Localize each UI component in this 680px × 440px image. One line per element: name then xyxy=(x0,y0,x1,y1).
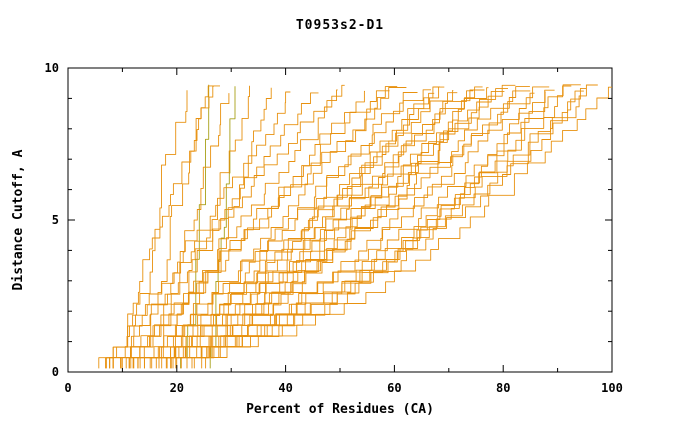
y-tick-label: 0 xyxy=(52,365,59,379)
model-curve xyxy=(205,86,530,369)
model-curve xyxy=(112,89,338,369)
model-curve xyxy=(143,90,584,369)
model-curve xyxy=(109,84,581,369)
model-curve xyxy=(191,84,516,369)
model-curve xyxy=(176,90,531,369)
x-tick-label: 20 xyxy=(170,381,184,395)
x-tick-label: 80 xyxy=(496,381,510,395)
chart-title: T0953s2-D1 xyxy=(296,18,384,33)
model-curve xyxy=(132,86,440,369)
model-curve xyxy=(98,89,555,369)
model-curve xyxy=(180,90,505,369)
model-curve xyxy=(105,91,291,369)
model-curve xyxy=(105,92,319,369)
model-curve xyxy=(180,84,210,369)
x-tick-label: 60 xyxy=(387,381,401,395)
model-curve xyxy=(209,86,236,369)
model-curve xyxy=(144,89,431,369)
model-curve xyxy=(121,85,220,369)
axis-ticks: 0 20 40 60 80 100 0 5 10 xyxy=(45,61,623,395)
model-curve xyxy=(155,89,485,369)
model-curve xyxy=(172,86,483,369)
model-curve xyxy=(170,88,508,369)
model-curve xyxy=(120,84,598,369)
model-curve xyxy=(128,90,188,369)
x-tick-label: 0 xyxy=(64,381,71,395)
x-axis-label: Percent of Residues (CA) xyxy=(246,402,434,417)
x-tick-label: 100 xyxy=(601,381,623,395)
model-curve xyxy=(133,87,407,369)
model-curve xyxy=(129,90,390,369)
y-tick-label: 10 xyxy=(45,61,59,75)
model-curve xyxy=(175,87,272,369)
x-tick-label: 40 xyxy=(278,381,292,395)
model-curve xyxy=(137,92,418,369)
model-curve xyxy=(120,84,345,369)
model-curve xyxy=(161,92,435,369)
y-axis-label: Distance Cutoff, A xyxy=(11,149,26,290)
model-curve xyxy=(112,87,587,369)
curve-lines xyxy=(98,84,612,369)
model-curve xyxy=(151,93,230,369)
y-tick-label: 5 xyxy=(52,213,59,227)
model-curve xyxy=(149,92,458,369)
model-curve xyxy=(170,89,454,369)
model-curve xyxy=(130,86,612,369)
model-curve xyxy=(193,86,550,369)
model-curve xyxy=(137,85,214,369)
model-curve xyxy=(201,92,535,369)
model-curve xyxy=(125,90,365,369)
